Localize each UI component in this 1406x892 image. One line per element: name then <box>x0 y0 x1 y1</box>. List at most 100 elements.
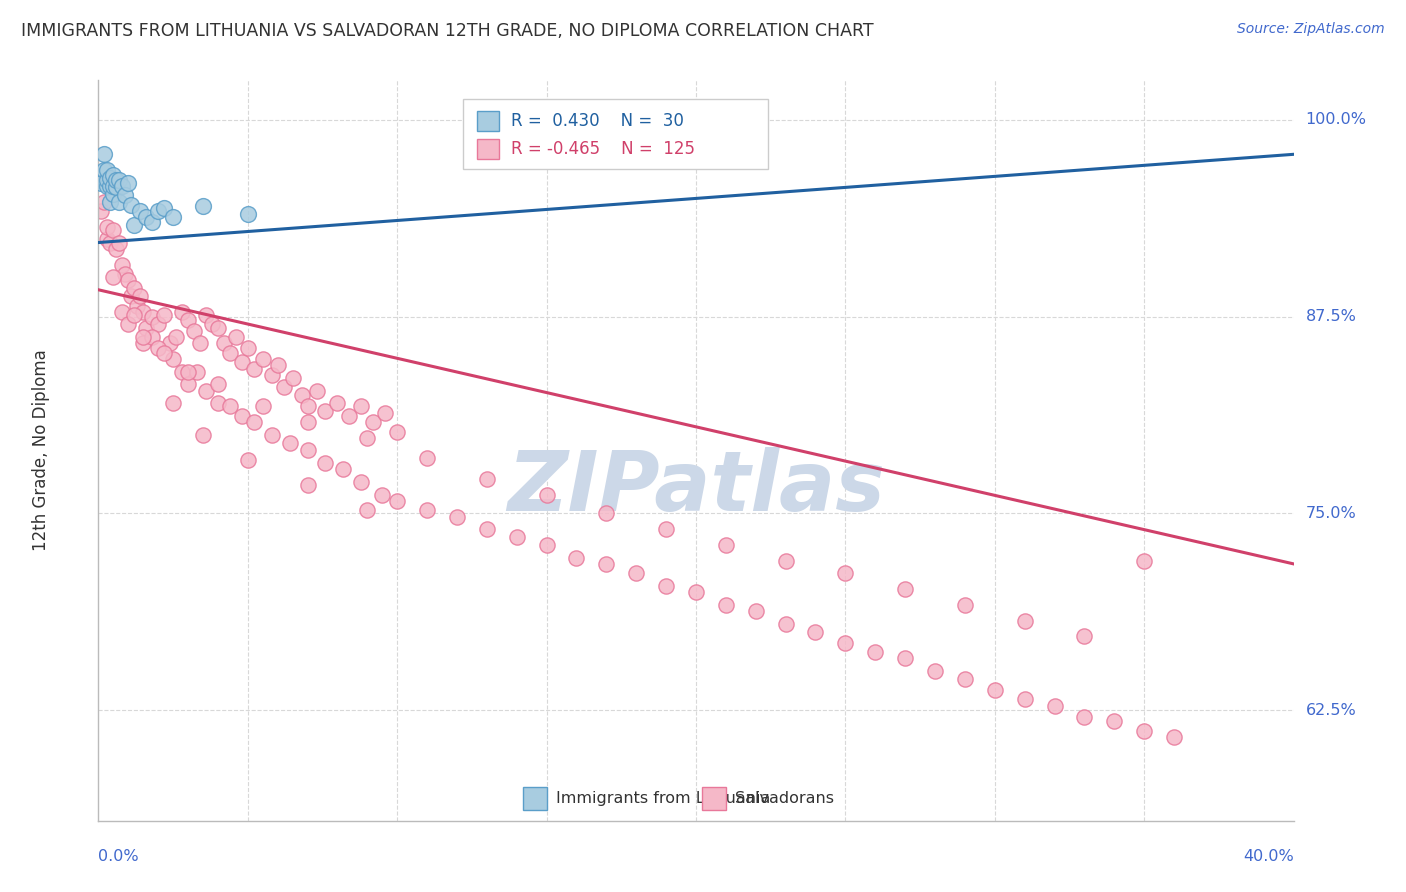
Point <box>129 204 152 219</box>
Point <box>108 235 131 250</box>
Point <box>177 377 200 392</box>
Point <box>865 645 887 659</box>
Point <box>236 453 259 467</box>
Point <box>1133 723 1156 738</box>
Point <box>714 538 737 552</box>
Point <box>93 163 115 178</box>
Point <box>834 566 856 581</box>
Point <box>117 318 139 332</box>
Point <box>153 201 176 215</box>
Point <box>191 199 214 213</box>
Point <box>103 178 125 193</box>
Point <box>536 487 558 501</box>
Text: Source: ZipAtlas.com: Source: ZipAtlas.com <box>1237 22 1385 37</box>
Point <box>260 368 283 382</box>
Point <box>416 451 439 466</box>
Text: Immigrants from Lithuania: Immigrants from Lithuania <box>557 791 770 806</box>
Point <box>953 672 976 686</box>
Text: 75.0%: 75.0% <box>1306 506 1357 521</box>
Point <box>416 503 439 517</box>
Point <box>207 377 229 392</box>
Point <box>236 341 259 355</box>
Point <box>385 494 409 508</box>
Point <box>165 330 187 344</box>
Point <box>446 509 468 524</box>
Point <box>93 147 115 161</box>
Point <box>834 635 856 649</box>
Point <box>162 352 184 367</box>
Point <box>297 443 319 458</box>
Point <box>105 172 128 186</box>
Point <box>186 365 208 379</box>
Point <box>953 598 976 612</box>
Point <box>127 299 149 313</box>
Point <box>103 270 125 285</box>
Point <box>236 207 259 221</box>
Point <box>98 235 122 250</box>
Point <box>120 198 142 212</box>
Point <box>231 409 253 423</box>
Point <box>1104 714 1126 729</box>
Point <box>1133 554 1156 568</box>
Point <box>475 472 498 486</box>
Point <box>356 431 378 445</box>
Point <box>98 170 122 185</box>
Point <box>177 312 200 326</box>
Point <box>98 194 122 209</box>
Point <box>96 219 118 234</box>
Point <box>536 538 558 552</box>
Point <box>924 664 946 678</box>
Point <box>212 336 235 351</box>
Point <box>148 341 170 355</box>
Text: 62.5%: 62.5% <box>1306 703 1357 718</box>
Point <box>132 305 155 319</box>
Point <box>96 178 118 193</box>
Point <box>132 336 155 351</box>
Point <box>243 415 266 429</box>
Point <box>363 415 385 429</box>
Point <box>565 550 588 565</box>
Point <box>305 384 328 398</box>
Bar <box>523 788 547 810</box>
Point <box>148 204 170 219</box>
Point <box>231 355 253 369</box>
Point <box>117 273 139 287</box>
Point <box>207 320 229 334</box>
Point <box>655 522 678 536</box>
Text: 0.0%: 0.0% <box>98 849 139 864</box>
Point <box>111 178 134 193</box>
Point <box>159 336 181 351</box>
FancyBboxPatch shape <box>463 99 768 169</box>
Point <box>141 215 163 229</box>
Point <box>135 211 157 225</box>
Text: 12th Grade, No Diploma: 12th Grade, No Diploma <box>32 350 51 551</box>
Point <box>291 388 314 402</box>
Point <box>108 172 131 186</box>
Point <box>1073 709 1095 723</box>
Point <box>984 682 1007 697</box>
Point <box>162 396 184 410</box>
Point <box>1073 629 1095 643</box>
Point <box>132 330 155 344</box>
Bar <box>477 139 499 160</box>
Bar <box>477 111 499 131</box>
Point <box>114 188 136 202</box>
Point <box>804 624 827 639</box>
Point <box>1014 614 1036 628</box>
Point <box>297 415 319 429</box>
Point <box>267 359 290 373</box>
Point <box>356 503 378 517</box>
Point <box>326 396 349 410</box>
Point <box>188 336 211 351</box>
Bar <box>702 788 725 810</box>
Text: R = -0.465    N =  125: R = -0.465 N = 125 <box>510 140 695 158</box>
Point <box>252 400 274 414</box>
Point <box>96 172 118 186</box>
Point <box>655 579 678 593</box>
Text: 40.0%: 40.0% <box>1243 849 1294 864</box>
Point <box>195 308 218 322</box>
Point <box>96 163 118 178</box>
Point <box>117 176 139 190</box>
Point <box>148 318 170 332</box>
Point <box>124 308 146 322</box>
